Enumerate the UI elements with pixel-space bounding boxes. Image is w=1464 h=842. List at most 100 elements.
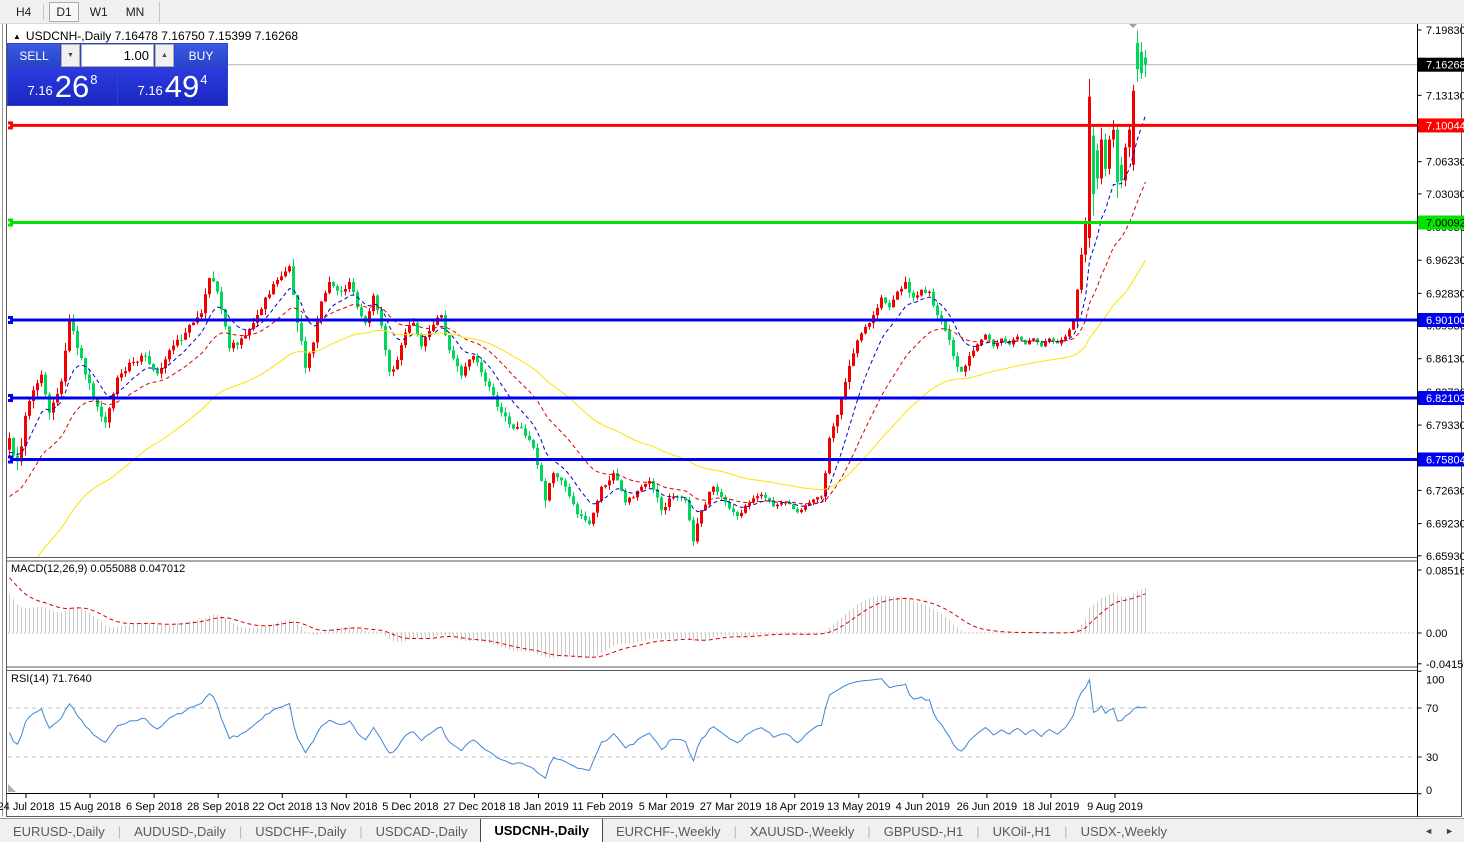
one-click-trading-panel: SELL ▼ ▲ BUY 7.16 26 8 7.16 49 4 <box>7 43 228 106</box>
rsi-line <box>9 677 1146 780</box>
volume-increase-button[interactable]: ▲ <box>155 44 174 67</box>
svg-text:7.00092: 7.00092 <box>1426 218 1464 230</box>
date-tick-label: 13 Nov 2018 <box>315 801 377 813</box>
date-tick-label: 27 Mar 2019 <box>700 801 762 813</box>
date-tick-label: 4 Jun 2019 <box>896 801 950 813</box>
chart-tab-gbpusd-h1[interactable]: GBPUSD-,H1 <box>883 823 964 839</box>
price-tick-label: 6.92830 <box>1426 288 1464 300</box>
macd-indicator-label: MACD(12,26,9) 0.055088 0.047012 <box>11 563 186 575</box>
tabs-scroll-left-icon[interactable]: ◄ <box>1424 826 1434 836</box>
chart-tab-usdx-weekly[interactable]: USDX-,Weekly <box>1080 823 1168 839</box>
chart-window-background <box>6 23 1462 817</box>
chart-tab-xauusd-weekly[interactable]: XAUUSD-,Weekly <box>749 823 855 839</box>
pane-resize-grip[interactable] <box>8 784 16 792</box>
rsi-indicator-label: RSI(14) 71.7640 <box>11 673 92 685</box>
macd-pane <box>8 577 1418 659</box>
collapse-arrow-icon[interactable]: ▲ <box>13 32 21 41</box>
rsi-axis-label: 0 <box>1426 785 1432 797</box>
sell-price-small: 7.16 <box>27 83 53 98</box>
chart-tab-usdcad-daily[interactable]: USDCAD-,Daily <box>375 823 468 839</box>
timeframe-button-w1[interactable]: W1 <box>89 4 108 19</box>
sell-price-sup: 8 <box>90 72 98 87</box>
toolbar-separator <box>43 3 45 20</box>
indicator-axes: 0.085164 0.00 -0.041597 100 70 30 0 <box>1417 566 1464 797</box>
level-line-anchor[interactable] <box>5 455 13 464</box>
timeframe-button-mn[interactable]: MN <box>125 4 145 19</box>
toolbar-separator <box>159 1 161 22</box>
chart-tab-ukoil-h1[interactable]: UKOil-,H1 <box>992 823 1052 839</box>
chart-tab-audusd-daily[interactable]: AUDUSD-,Daily <box>134 823 226 839</box>
macd-axis-label: 0.085164 <box>1426 566 1464 578</box>
tab-scroll-arrows: ◄ ► <box>1424 819 1464 842</box>
price-tag-6.90100: 6.90100 <box>1418 313 1464 327</box>
chart-tab-usdchf-daily[interactable]: USDCHF-,Daily <box>255 823 347 839</box>
price-tag-7.00092: 7.00092 <box>1418 215 1464 230</box>
chart-tab-eurusd-daily[interactable]: EURUSD-,Daily <box>13 823 105 839</box>
tab-separator: | <box>359 823 363 839</box>
moving-average-ma-fast <box>9 115 1146 513</box>
level-line-anchor[interactable] <box>5 316 13 324</box>
buy-price-big: 49 <box>164 69 200 104</box>
sell-price-big: 26 <box>54 69 90 104</box>
macd-signal-line <box>9 577 1146 658</box>
date-tick-label: 18 Jul 2019 <box>1023 801 1080 813</box>
tab-separator: | <box>1064 823 1068 839</box>
price-tag-7.16268: 7.16268 <box>1418 57 1464 72</box>
rsi-axis-label: 70 <box>1426 703 1438 715</box>
price-tick-label: 6.72630 <box>1426 485 1464 497</box>
tab-separator: | <box>733 823 737 839</box>
macd-axis-label: -0.041597 <box>1426 659 1464 671</box>
date-tick-label: 26 Jun 2019 <box>957 801 1018 813</box>
volume-input[interactable] <box>81 44 154 67</box>
date-tick-label: 18 Jan 2019 <box>508 801 569 813</box>
buy-price-display[interactable]: 7.16 49 4 <box>118 68 227 105</box>
tab-separator: | <box>976 823 980 839</box>
price-tick-label: 7.06330 <box>1426 157 1464 169</box>
level-line-anchor[interactable] <box>5 218 13 227</box>
svg-text:6.82103: 6.82103 <box>1426 393 1464 405</box>
timeframe-button-d1[interactable]: D1 <box>49 1 79 22</box>
date-tick-label: 18 Apr 2019 <box>765 801 824 813</box>
price-tick-label: 6.79330 <box>1426 420 1464 432</box>
buy-button[interactable]: BUY <box>175 44 227 67</box>
date-tick-label: 11 Feb 2019 <box>572 801 633 813</box>
tab-separator: | <box>867 823 871 839</box>
date-tick-label: 6 Sep 2018 <box>126 801 182 813</box>
date-tick-label: 5 Mar 2019 <box>639 801 695 813</box>
chart-tab-eurchf-weekly[interactable]: EURCHF-,Weekly <box>616 823 721 839</box>
sell-button[interactable]: SELL <box>8 44 60 67</box>
svg-text:6.90100: 6.90100 <box>1426 315 1464 327</box>
rsi-axis-label: 100 <box>1426 675 1444 687</box>
svg-text:7.16268: 7.16268 <box>1426 60 1464 72</box>
moving-average-ma-slow <box>37 260 1146 557</box>
volume-decrease-button[interactable]: ▼ <box>61 44 80 67</box>
chart-tab-usdcnh-daily[interactable]: USDCNH-,Daily <box>480 819 603 842</box>
price-tag-7.10044: 7.10044 <box>1418 118 1464 133</box>
buy-price-sup: 4 <box>200 72 208 87</box>
rsi-pane <box>8 677 1418 780</box>
tabs-scroll-right-icon[interactable]: ► <box>1445 826 1454 836</box>
date-tick-label: 24 Jul 2018 <box>0 801 54 813</box>
price-tick-label: 6.65930 <box>1426 551 1464 563</box>
price-axis: 7.198307.164307.131307.097307.063307.030… <box>1417 25 1464 563</box>
price-tick-label: 6.86130 <box>1426 354 1464 366</box>
price-tag-6.82103: 6.82103 <box>1418 391 1464 406</box>
level-line-anchor[interactable] <box>5 394 13 403</box>
price-tag-6.75804: 6.75804 <box>1418 452 1464 467</box>
price-pane <box>5 30 1418 557</box>
chart-title-text: USDCNH-,Daily 7.16478 7.16750 7.15399 7.… <box>25 29 299 43</box>
svg-text:6.75804: 6.75804 <box>1426 454 1464 466</box>
time-axis: 24 Jul 2018 15 Aug 2018 6 Sep 2018 28 Sep 2… <box>0 794 1143 813</box>
svg-text:7.10044: 7.10044 <box>1426 120 1464 132</box>
chart-tab-bar: EURUSD-,Daily | AUDUSD-,Daily | USDCHF-,Dail… <box>0 818 1464 842</box>
price-tick-label: 7.03030 <box>1426 189 1464 201</box>
moving-average-ma-mid <box>9 181 1146 505</box>
price-tick-label: 6.69230 <box>1426 519 1464 531</box>
timeframe-button-h4[interactable]: H4 <box>16 4 32 19</box>
date-tick-label: 27 Dec 2018 <box>443 801 505 813</box>
sell-price-display[interactable]: 7.16 26 8 <box>8 68 117 105</box>
price-tick-label: 7.13130 <box>1426 90 1464 102</box>
price-tick-label: 7.19830 <box>1426 25 1464 37</box>
level-line-anchor[interactable] <box>5 121 13 130</box>
